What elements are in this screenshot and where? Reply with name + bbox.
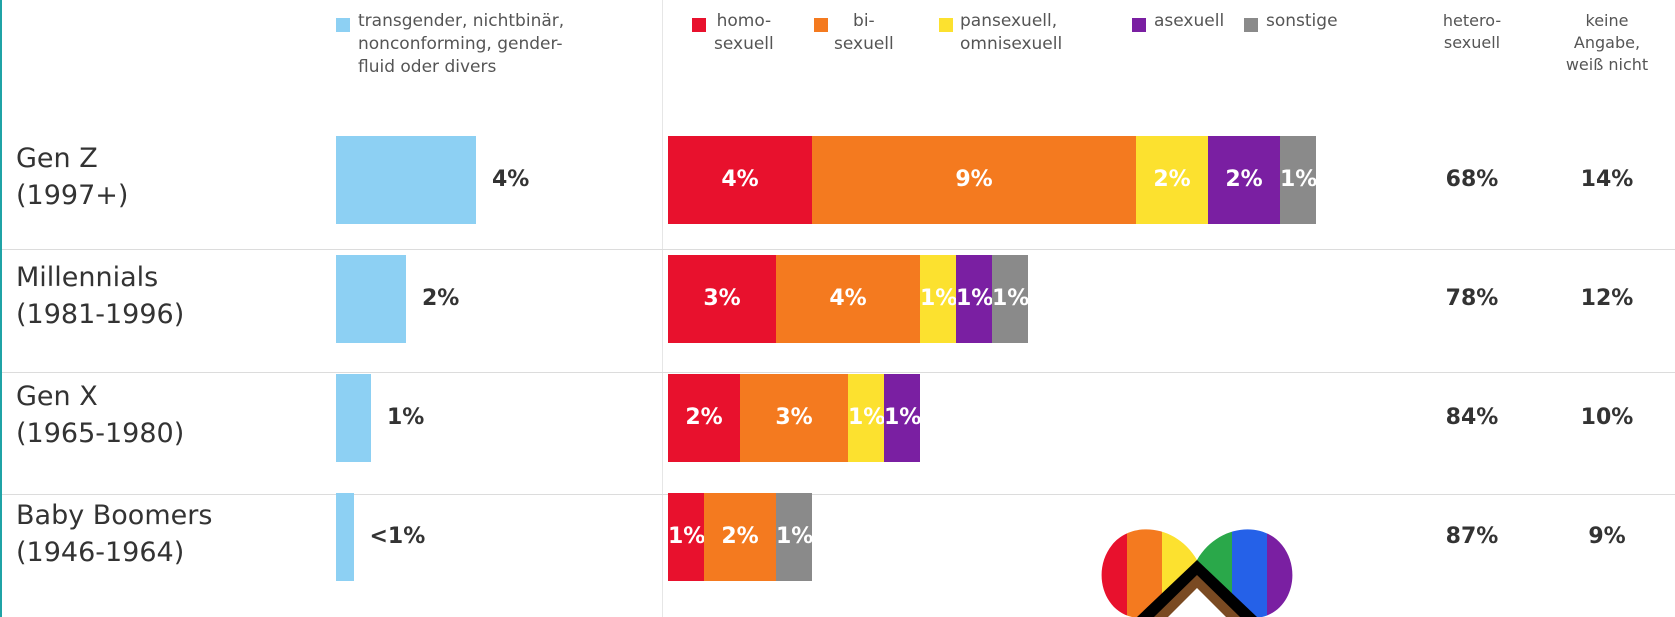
segment-value-label: 1% [920,286,958,311]
legend-label-bi: bi- sexuell [834,11,894,54]
legend-label-ase: asexuell [1154,11,1225,31]
row-divider [2,249,1675,250]
segment-value-label: 2% [1225,167,1263,192]
row-divider [2,494,1675,495]
bar-segment-ase [884,374,920,462]
hetero-value: 87% [1445,524,1499,549]
bar-segment-homo [668,255,776,343]
legend-swatch-trans [336,18,350,32]
trans-value-label: <1% [369,524,426,549]
trans-bar [336,493,354,581]
keine-angabe-value: 12% [1580,286,1634,311]
bar-segment-homo [668,374,740,462]
segment-value-label: 4% [721,167,759,192]
hetero-value: 84% [1445,405,1499,430]
legend-swatch-homo [692,18,706,32]
segment-value-label: 1% [668,524,706,549]
segment-value-label: 2% [1153,167,1191,192]
keine-angabe-value: 9% [1588,524,1626,549]
trans-bar [336,255,406,343]
segment-value-label: 2% [721,524,759,549]
legend-label-trans: transgender, nichtbinär, nonconforming, … [358,11,565,77]
segment-value-label: 3% [703,286,741,311]
trans-bar [336,136,476,224]
segment-value-label: 1% [1280,167,1318,192]
keine-angabe-value: 14% [1580,167,1634,192]
bar-segment-ase [1208,136,1280,224]
bar-segment-bi [740,374,848,462]
header-keine: keine Angabe, weiß nicht [1565,11,1649,74]
bar-segment-sonst [1280,136,1316,224]
segment-value-label: 1% [992,286,1030,311]
bar-segment-homo [668,493,704,581]
segment-value-label: 1% [848,405,886,430]
bar-segment-pan [848,374,884,462]
segment-value-label: 1% [956,286,994,311]
segment-value-label: 3% [775,405,813,430]
legend-label-sonst: sonstige [1266,11,1338,31]
bar-segment-homo [668,136,812,224]
bar-segment-pan [1136,136,1208,224]
pride-heart-logo [1101,529,1293,617]
legend-label-pan: pansexuell, omnisexuell [960,11,1063,54]
legend-swatch-bi [814,18,828,32]
legend-label-homo: homo- sexuell [714,11,774,54]
legend-swatch-ase [1132,18,1146,32]
divider-vertical [662,0,663,617]
row-divider [2,372,1675,373]
legend-swatch-sonst [1244,18,1258,32]
trans-value-label: 1% [387,405,425,430]
trans-bar [336,374,371,462]
bar-segment-bi [776,255,920,343]
segment-value-label: 1% [884,405,922,430]
generation-label: Baby Boomers (1946-1964) [16,500,213,568]
segment-value-label: 9% [955,167,993,192]
bar-segment-ase [956,255,992,343]
bar-segment-sonst [776,493,812,581]
bar-segment-sonst [992,255,1028,343]
segment-value-label: 1% [776,524,814,549]
hetero-value: 68% [1445,167,1499,192]
bar-segment-pan [920,255,956,343]
hetero-value: 78% [1445,286,1499,311]
bar-segment-bi [704,493,776,581]
segment-value-label: 2% [685,405,723,430]
bar-segment-bi [812,136,1136,224]
generation-label: Gen X (1965-1980) [16,381,185,449]
trans-value-label: 4% [492,167,530,192]
header-hetero: hetero- sexuell [1442,11,1502,52]
generation-label: Gen Z (1997+) [16,143,129,211]
keine-angabe-value: 10% [1580,405,1634,430]
generation-label: Millennials (1981-1996) [16,262,185,330]
trans-value-label: 2% [422,286,460,311]
legend-swatch-pan [939,18,953,32]
segment-value-label: 4% [829,286,867,311]
